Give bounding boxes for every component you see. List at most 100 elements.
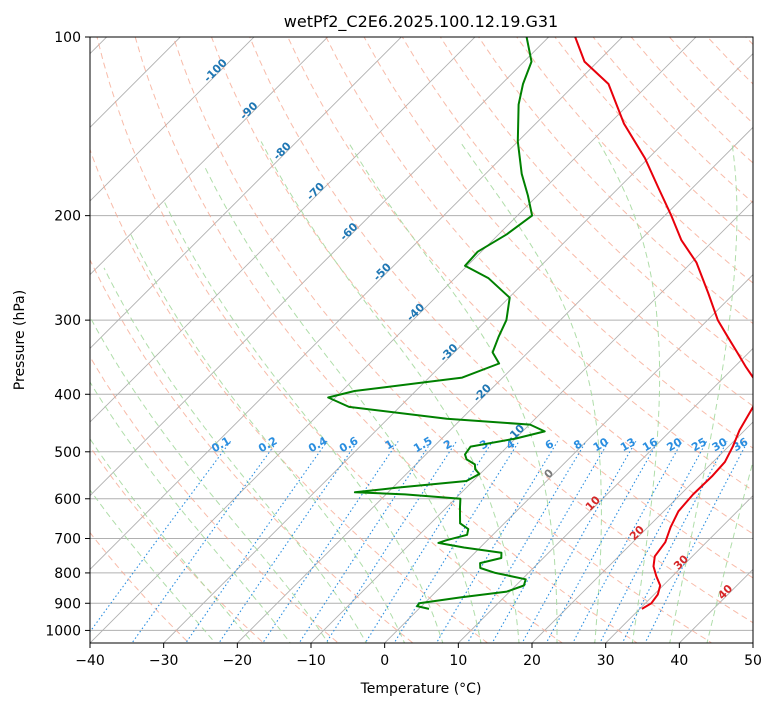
mixing-ratio-line [298, 440, 433, 643]
x-tick-label: 20 [523, 653, 541, 669]
y-tick-label: 400 [54, 387, 81, 403]
moist-adiabat-line [90, 437, 254, 643]
x-tick-label: 10 [449, 653, 467, 669]
isotherm-line [90, 37, 402, 349]
dry-adiabat-label: -50 [371, 260, 394, 283]
isotherm-line [531, 421, 753, 643]
dry-adiabat-label: 10 [583, 493, 603, 513]
mixing-ratio-line [621, 441, 728, 643]
dry-adiabat-line [249, 37, 753, 579]
moist-adiabat-line [90, 381, 291, 643]
series-layer [327, 37, 753, 610]
mixing-ratio-line [364, 441, 493, 643]
dry-adiabat-line [630, 37, 753, 164]
dry-adiabat-line [287, 37, 753, 535]
y-axis-label: Pressure (hPa) [12, 290, 28, 390]
y-tick-label: 900 [54, 596, 81, 612]
dry-adiabat-line [706, 37, 753, 85]
dry-adiabat-label: -70 [304, 180, 327, 203]
isotherm-line [384, 274, 753, 643]
moist-adiabat-line [103, 267, 367, 643]
isotherm-line [310, 200, 753, 643]
dry-adiabat-line [516, 37, 753, 284]
dry-adiabat-line [745, 37, 753, 46]
dry-adiabat-label: -60 [337, 220, 360, 243]
mixing-ratio-line [491, 441, 610, 643]
mixing-ratio-line [325, 440, 457, 643]
dry-adiabat-line [592, 37, 753, 204]
dry-adiabat-line [90, 258, 414, 643]
moist-adiabat-line [706, 459, 753, 643]
dry-adiabat-label: -80 [271, 139, 294, 162]
isotherm-line [90, 37, 329, 276]
moist-adiabat-line [90, 315, 329, 643]
mixing-ratio-line [521, 441, 637, 643]
isotherm-line [90, 37, 476, 423]
mixing-ratio-label: 6 [543, 437, 556, 452]
y-tick-label: 300 [54, 313, 81, 329]
dry-adiabat-line [90, 148, 489, 643]
dry-adiabat-label: 20 [627, 523, 647, 543]
plot-area: 0.1 0.2 0.4 0.6 1 1.5 2 3 4 6 8 10 13 16 20 25 30 36-100-… [0, 10, 753, 655]
isotherm-line [90, 37, 255, 202]
mixing-ratio-label: 2 [441, 437, 454, 452]
dry-adiabat-label: -30 [437, 341, 460, 364]
mixing-ratio-line [218, 440, 359, 643]
dewpoint-profile-line [327, 37, 546, 610]
reference-labels: 0.1 0.2 0.4 0.6 1 1.5 2 3 4 6 8 10 13 16 20 25 30 36-100-… [201, 56, 750, 602]
isotherm-line [752, 642, 753, 643]
dry-adiabat-label: -100 [201, 56, 230, 85]
isotherm-line [90, 37, 697, 643]
moist-adiabat-line [203, 165, 482, 643]
dry-adiabat-line [90, 531, 190, 643]
temperature-profile-line [574, 37, 753, 610]
grid-layer [0, 10, 753, 655]
x-tick-label: 0 [380, 653, 389, 669]
mixing-ratio-line [466, 441, 587, 643]
y-tick-label: 100 [54, 30, 81, 46]
y-tick-label: 1000 [45, 623, 81, 639]
x-tick-label: 30 [597, 653, 615, 669]
mixing-ratio-line [599, 441, 708, 643]
plot-frame [89, 36, 754, 644]
y-tick-label: 500 [54, 445, 81, 461]
x-tick-label: −20 [223, 653, 253, 669]
isotherm-line [90, 37, 623, 570]
dry-adiabat-line [210, 37, 753, 624]
moist-adiabat-line [164, 202, 444, 643]
mixing-ratio-line [644, 441, 749, 643]
x-axis-label: Temperature (°C) [360, 681, 482, 697]
chart-title: wetPf2_C2E6.2025.100.12.19.G31 [284, 12, 558, 32]
x-tick-label: −40 [75, 653, 105, 669]
dry-adiabat-line [439, 37, 753, 366]
moist-adiabat-line [260, 141, 520, 643]
dry-adiabat-label: -20 [471, 381, 494, 404]
dry-adiabat-line [134, 37, 638, 643]
y-tick-label: 200 [54, 209, 81, 225]
isotherm-line [457, 347, 753, 643]
y-tick-label: 700 [54, 532, 81, 548]
mixing-ratio-line [435, 441, 559, 643]
dry-adiabat-line [90, 445, 265, 643]
axes-layer: −40 −30 −20 −10 0 10 20 30 40 50 100 200 300 400 500 60… [45, 30, 762, 669]
moist-adiabat-line [130, 234, 406, 643]
y-tick-label: 600 [54, 492, 81, 508]
isotherm-line [163, 53, 753, 643]
dry-adiabat-line [90, 355, 339, 643]
dry-adiabat-line [96, 37, 564, 643]
mixing-ratio-line [262, 440, 399, 643]
x-tick-label: −10 [296, 653, 326, 669]
dry-adiabat-label: -90 [237, 99, 260, 122]
isotherm-line [90, 37, 550, 497]
isotherm-line [90, 37, 181, 128]
isotherm-line [0, 10, 60, 655]
moist-adiabat-line [459, 141, 602, 643]
isotherm-line [236, 126, 753, 643]
x-tick-label: −30 [149, 653, 179, 669]
isotherm-line [605, 495, 753, 643]
x-tick-label: 40 [670, 653, 688, 669]
dry-adiabat-line [325, 37, 753, 492]
x-tick-label: 50 [744, 653, 762, 669]
dry-adiabat-label: 40 [715, 582, 735, 602]
